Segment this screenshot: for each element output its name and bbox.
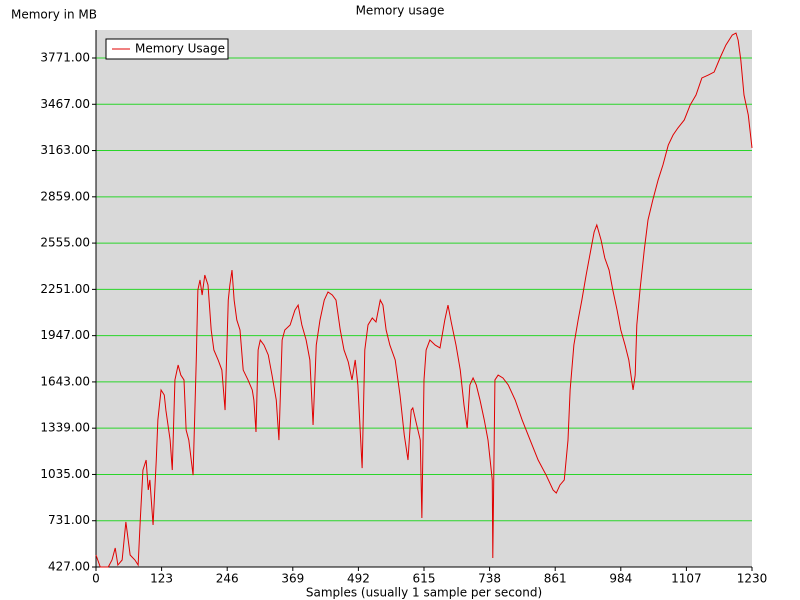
y-tick-label: 1035.00 — [40, 467, 90, 481]
x-tick-label: 984 — [609, 572, 632, 586]
y-tick-label: 3467.00 — [40, 97, 90, 111]
x-tick-label: 861 — [544, 572, 567, 586]
plot-area — [96, 30, 752, 567]
legend-label: Memory Usage — [135, 42, 225, 56]
y-tick-label: 3771.00 — [40, 51, 90, 65]
y-tick-label: 2859.00 — [40, 189, 90, 203]
data-line — [95, 32, 753, 568]
y-tick-label: 2251.00 — [40, 282, 90, 296]
y-tick-label: 427.00 — [48, 560, 90, 574]
y-tick-label: 1947.00 — [40, 328, 90, 342]
legend-box — [105, 38, 229, 60]
x-tick-label: 615 — [413, 572, 436, 586]
x-axis-label: Samples (usually 1 sample per second) — [306, 586, 542, 600]
y-tick-label: 3163.00 — [40, 143, 90, 157]
x-tick-label: 492 — [347, 572, 370, 586]
x-tick-label: 246 — [216, 572, 239, 586]
x-tick-label: 123 — [150, 572, 173, 586]
x-tick-label: 1230 — [737, 572, 768, 586]
x-tick-label: 0 — [92, 572, 100, 586]
y-tick-label: 731.00 — [48, 513, 90, 527]
y-tick-label: 2555.00 — [40, 236, 90, 250]
y-tick-label: 1643.00 — [40, 374, 90, 388]
x-tick-label: 369 — [281, 572, 304, 586]
chart-title: Memory usage — [356, 4, 445, 18]
x-tick-label: 738 — [478, 572, 501, 586]
y-axis-label: Memory in MB — [11, 8, 97, 22]
y-tick-label: 1339.00 — [40, 421, 90, 435]
x-tick-label: 1107 — [671, 572, 702, 586]
